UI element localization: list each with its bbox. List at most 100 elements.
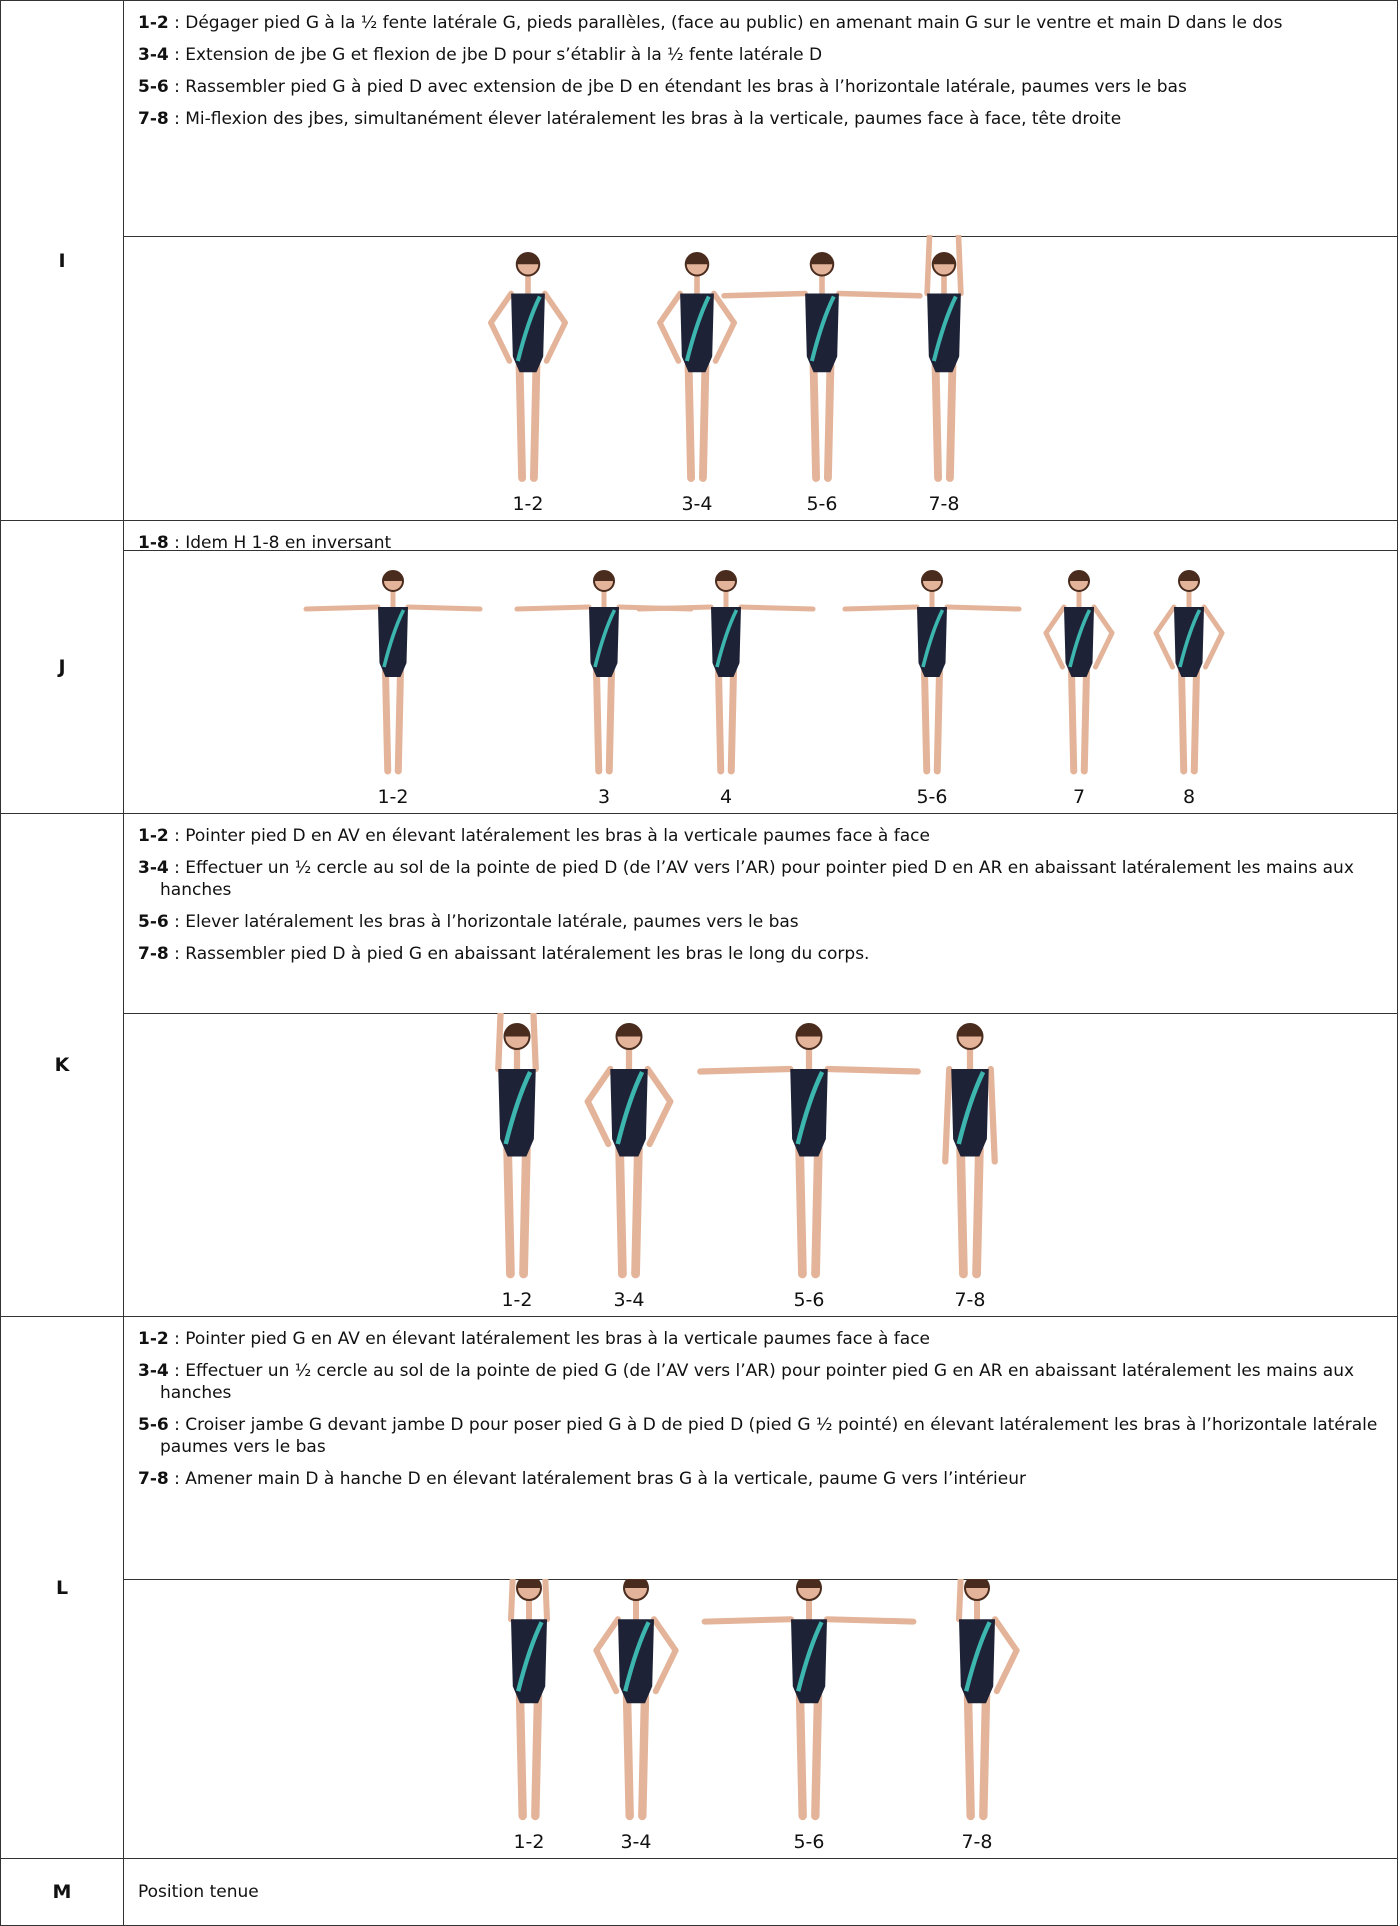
step: 1-8 : Idem H 1-8 en inversant [138, 532, 1383, 554]
row-label: L [1, 1317, 124, 1858]
limb [1093, 630, 1115, 670]
limb [972, 1144, 984, 1279]
hair [957, 1024, 983, 1037]
step-text: : Mi-flexion des jbes, simultanément éle… [168, 109, 1122, 129]
limb [993, 1647, 1020, 1695]
hair [516, 253, 540, 265]
figure-label: 3-4 [620, 1831, 651, 1853]
limb [933, 667, 943, 775]
figure-strip: 1-2 3-4 5-6 7-8 [495, 1013, 998, 1311]
table-row: L 1-2 : Pointer pied G en AV en élevant l… [0, 1317, 1398, 1859]
hair [965, 1579, 989, 1588]
step-count: 3-4 [138, 1361, 169, 1381]
row-label: I [1, 1, 124, 520]
limb [701, 1616, 794, 1625]
limb [405, 604, 483, 612]
hair [616, 1024, 642, 1037]
step-count: 7-8 [138, 1469, 169, 1489]
figure-label: 4 [720, 786, 732, 808]
step: 7-8 : Amener main D à hanche D en élevan… [138, 1468, 1383, 1490]
step-count: 5-6 [138, 77, 169, 97]
step-count: 1-2 [138, 1329, 169, 1349]
limb [721, 290, 808, 299]
limb [644, 1065, 674, 1105]
stripe [795, 1071, 825, 1145]
figure-label: 3-4 [681, 493, 712, 515]
limb [593, 667, 603, 775]
figure-label: 3-4 [613, 1289, 644, 1311]
limb [738, 604, 816, 612]
limb [942, 1065, 953, 1165]
figure-label: 1-2 [513, 1831, 544, 1853]
figure [721, 252, 923, 482]
limb [956, 1579, 964, 1623]
hair [517, 1579, 541, 1588]
step-count: 5-6 [138, 1415, 169, 1435]
figure-label: 7-8 [954, 1289, 985, 1311]
step: 3-4 : Effectuer un ½ cercle au sol de la… [138, 1360, 1383, 1404]
hair [922, 571, 942, 581]
stripe [503, 1071, 533, 1145]
limb [944, 604, 1022, 612]
step-text: : Rassembler pied D à pied G en abaissan… [168, 944, 870, 964]
limb [615, 1144, 627, 1279]
step-count: 1-8 [138, 533, 169, 553]
step-text: : Effectuer un ½ cercle au sol de la poi… [160, 858, 1354, 900]
figures: 1-2 3 4 5-6 7 8 [124, 550, 1397, 813]
step: 1-2 : Dégager pied G à la ½ fente latéra… [138, 12, 1383, 34]
step: 1-2 : Pointer pied D en AV en élevant la… [138, 825, 1383, 847]
limb [811, 1691, 823, 1821]
figure-label: 5-6 [793, 1831, 824, 1853]
figure [593, 1579, 679, 1821]
hair [504, 1024, 530, 1037]
figure [636, 570, 816, 775]
hair [810, 253, 834, 265]
limb [715, 667, 725, 775]
limb [622, 1691, 634, 1821]
limb [1043, 604, 1067, 636]
limb [697, 1065, 794, 1075]
step: 5-6 : Rassembler pied G à pied D avec ex… [138, 76, 1383, 98]
stripe [921, 609, 945, 668]
step: 3-4 : Effectuer un ½ cercle au sol de la… [138, 857, 1383, 901]
limb [979, 1691, 991, 1821]
limb [631, 1144, 643, 1279]
limb [823, 361, 835, 482]
hair [797, 1579, 821, 1588]
limb [1080, 667, 1090, 775]
limb [515, 1691, 527, 1821]
figure [697, 1023, 921, 1279]
step-count: 5-6 [138, 912, 169, 932]
limb [542, 1579, 550, 1623]
figure [584, 1023, 674, 1279]
figure-strip: 1-2 3 4 5-6 7 8 [303, 570, 1225, 808]
table-row: I 1-2 : Dégager pied G à la ½ fente latér… [0, 0, 1398, 521]
limb [303, 604, 381, 612]
step-count: 1-2 [138, 826, 169, 846]
stripe [516, 1621, 544, 1692]
table-row: K 1-2 : Pointer pied D en AV en élevant l… [0, 814, 1398, 1317]
stripe [593, 609, 617, 668]
limb [515, 361, 527, 482]
row-label: J [1, 521, 124, 813]
figure-label: 1-2 [512, 493, 543, 515]
limb [836, 290, 923, 299]
figure [508, 1579, 550, 1821]
step-text: : Rassembler pied G à pied D avec extens… [168, 77, 1187, 97]
step-count: 1-2 [138, 13, 169, 33]
figure-label: 3 [598, 786, 610, 808]
stripe [1068, 609, 1092, 668]
figure-label: 1-2 [377, 786, 408, 808]
limb [593, 1616, 621, 1654]
limb [529, 361, 541, 482]
instructions: 1-2 : Pointer pied G en AV en élevant la… [124, 1317, 1397, 1580]
stripe [515, 295, 542, 362]
limb [495, 1013, 504, 1073]
limb [531, 1691, 543, 1821]
limb [921, 667, 931, 775]
limb [543, 319, 568, 364]
figure-label: 7 [1073, 786, 1085, 808]
step-text: : Croiser jambe G devant jambe D pour po… [160, 1415, 1378, 1457]
step-text: : Idem H 1-8 en inversant [168, 533, 392, 553]
